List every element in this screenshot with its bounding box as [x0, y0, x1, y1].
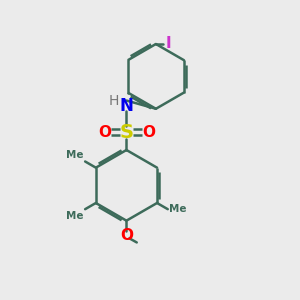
Text: S: S — [119, 123, 134, 142]
Text: O: O — [98, 125, 111, 140]
Text: I: I — [166, 37, 171, 52]
Text: Me: Me — [66, 211, 84, 221]
Text: Me: Me — [169, 204, 187, 214]
Text: O: O — [142, 125, 155, 140]
Text: H: H — [109, 94, 119, 107]
Text: Me: Me — [66, 150, 84, 160]
Text: N: N — [119, 97, 134, 115]
Text: O: O — [120, 229, 133, 244]
